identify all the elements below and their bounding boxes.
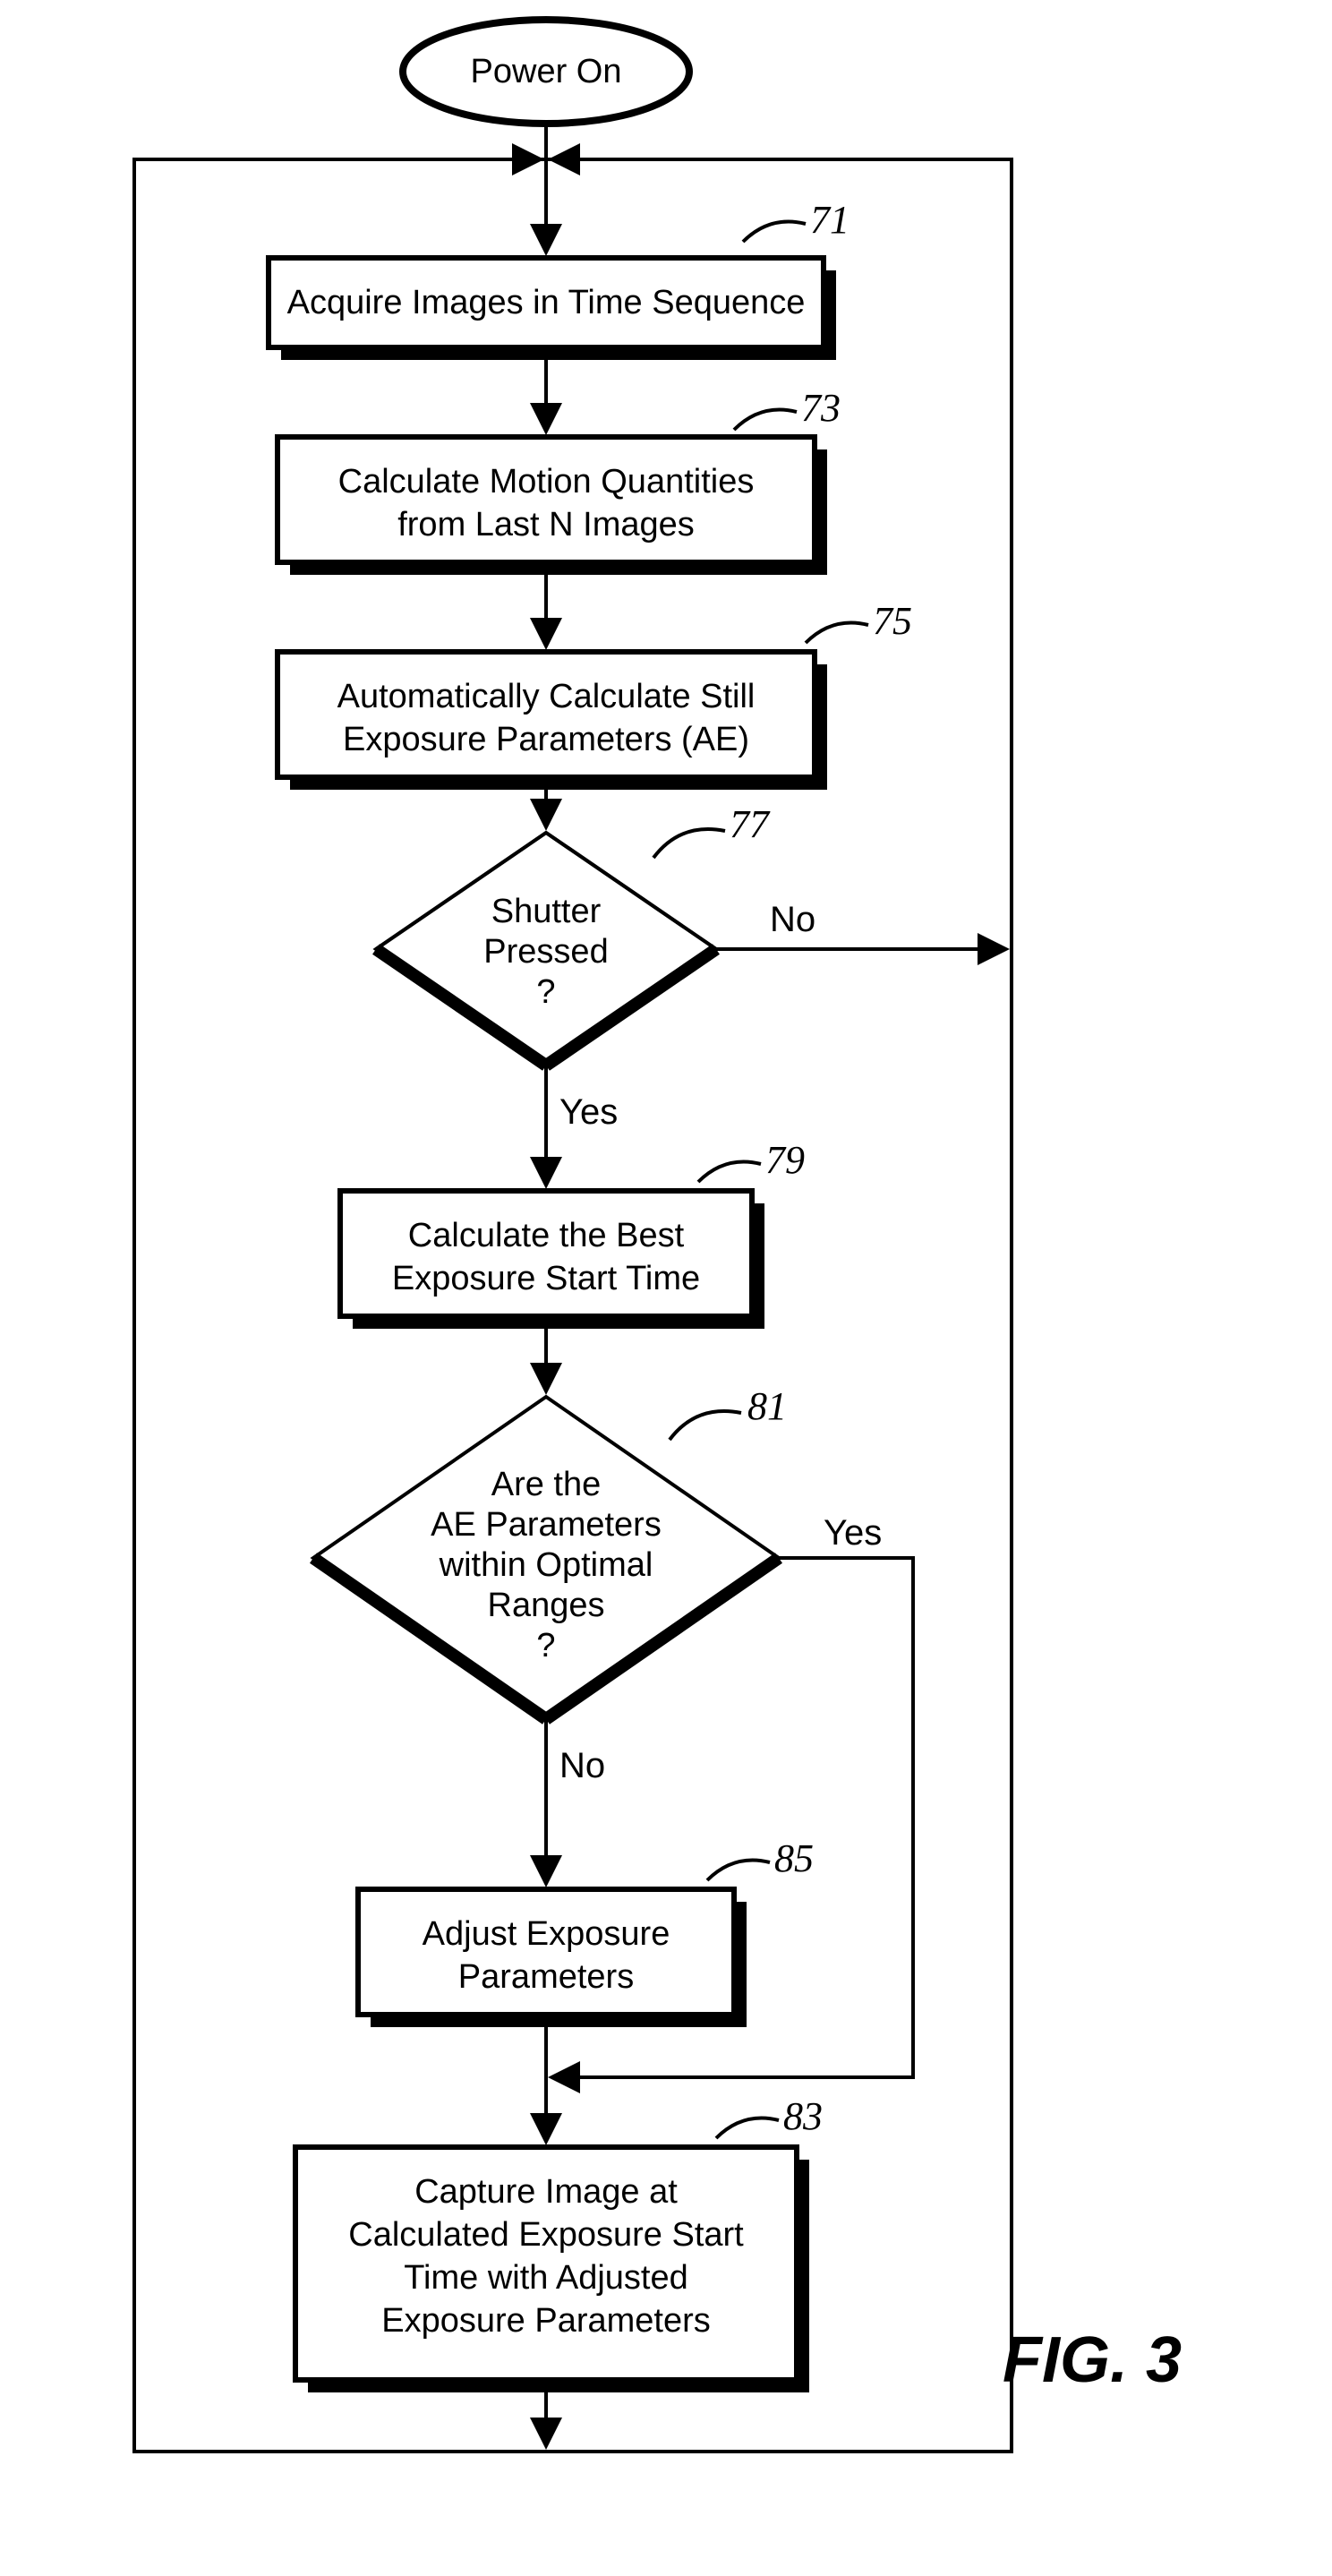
svg-text:from Last N Images: from Last N Images <box>397 506 695 543</box>
svg-text:?: ? <box>536 973 555 1011</box>
svg-text:Ranges: Ranges <box>488 1587 605 1624</box>
svg-text:Calculate the Best: Calculate the Best <box>408 1217 685 1254</box>
svg-text:Exposure Parameters: Exposure Parameters <box>381 2302 711 2340</box>
ref-81: 81 <box>747 1384 787 1428</box>
svg-text:AE Parameters: AE Parameters <box>431 1506 662 1544</box>
figure-label: FIG. 3 <box>1003 2324 1182 2396</box>
edge-81-yes: Yes <box>824 1513 882 1553</box>
ref-83: 83 <box>783 2094 823 2138</box>
node-83: Capture Image at Calculated Exposure Sta… <box>295 2147 809 2392</box>
svg-text:Shutter: Shutter <box>491 893 602 930</box>
ref-75: 75 <box>873 599 912 643</box>
svg-text:Parameters: Parameters <box>458 1958 634 1996</box>
node-71: Acquire Images in Time Sequence <box>269 258 836 360</box>
svg-text:within Optimal: within Optimal <box>439 1546 653 1584</box>
ref-79: 79 <box>765 1138 805 1182</box>
node-77-decision: Shutter Pressed ? <box>376 833 716 1065</box>
ref-85: 85 <box>774 1836 814 1880</box>
svg-text:Exposure Parameters (AE): Exposure Parameters (AE) <box>343 721 749 758</box>
svg-text:Capture Image at: Capture Image at <box>414 2173 678 2211</box>
edge-81-no: No <box>559 1746 605 1785</box>
ref-73: 73 <box>801 386 841 430</box>
svg-text:Acquire Images in Time Sequenc: Acquire Images in Time Sequence <box>287 284 806 321</box>
svg-text:Pressed: Pressed <box>483 933 608 971</box>
node-75: Automatically Calculate Still Exposure P… <box>278 652 827 790</box>
svg-text:Time with Adjusted: Time with Adjusted <box>404 2259 688 2297</box>
node-81-decision: Are the AE Parameters within Optimal Ran… <box>313 1397 779 1719</box>
flowchart-figure-3: Power On Acquire Images in Time Sequence… <box>0 0 1332 2576</box>
node-79: Calculate the Best Exposure Start Time <box>340 1191 764 1329</box>
svg-text:?: ? <box>536 1627 555 1665</box>
svg-text:Automatically Calculate Still: Automatically Calculate Still <box>337 678 756 715</box>
svg-text:Exposure Start Time: Exposure Start Time <box>392 1260 700 1297</box>
ref-77: 77 <box>730 802 771 846</box>
ref-71: 71 <box>810 198 850 242</box>
svg-text:Calculate Motion Quantities: Calculate Motion Quantities <box>338 463 755 501</box>
svg-text:Are the: Are the <box>491 1466 602 1503</box>
node-73: Calculate Motion Quantities from Last N … <box>278 437 827 575</box>
svg-text:Calculated Exposure Start: Calculated Exposure Start <box>348 2216 744 2254</box>
node-85: Adjust Exposure Parameters <box>358 1889 747 2027</box>
svg-text:Adjust Exposure: Adjust Exposure <box>423 1915 670 1953</box>
edge-77-no: No <box>770 900 815 939</box>
edge-77-yes: Yes <box>559 1092 618 1132</box>
start-label: Power On <box>471 53 622 90</box>
